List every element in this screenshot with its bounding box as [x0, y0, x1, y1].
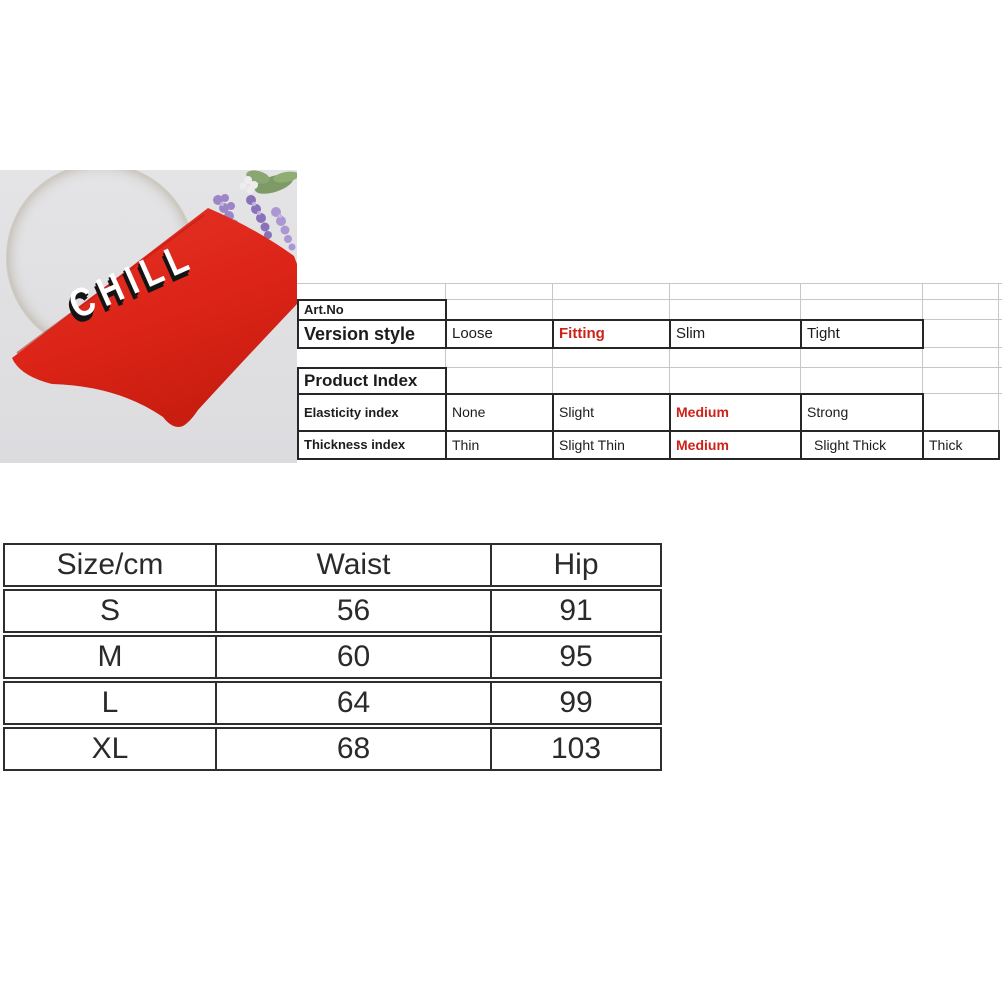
size-row-l: L 64 99: [3, 681, 662, 725]
grid-line: [552, 283, 553, 319]
version-option-loose: Loose: [445, 319, 554, 349]
grid-line: [669, 347, 670, 393]
waist-cell: 64: [217, 683, 492, 723]
grid-line: [447, 367, 1002, 368]
grid-line: [552, 347, 553, 393]
grid-line: [998, 283, 999, 430]
elasticity-label: Elasticity index: [297, 393, 447, 432]
waist-cell: 68: [217, 729, 492, 769]
version-option-fitting-selected: Fitting: [552, 319, 671, 349]
version-option-slim: Slim: [669, 319, 802, 349]
elasticity-option-none: None: [445, 393, 554, 432]
size-chart: Size/cm Waist Hip S 56 91 M 60 95 L 64 9…: [3, 543, 662, 771]
header-waist: Waist: [217, 545, 492, 585]
grid-line: [445, 347, 446, 367]
elasticity-option-strong: Strong: [800, 393, 924, 432]
size-row-m: M 60 95: [3, 635, 662, 679]
thickness-label: Thickness index: [297, 430, 447, 460]
hip-cell: 91: [559, 594, 593, 627]
product-index-label: Product Index: [297, 367, 447, 395]
size-cell: S: [5, 591, 217, 631]
elasticity-option-slight: Slight: [552, 393, 671, 432]
thickness-option-medium-selected: Medium: [669, 430, 802, 460]
spec-sheet: Art.No Version style Loose Fitting Slim …: [297, 283, 1002, 463]
waist-cell: 56: [217, 591, 492, 631]
version-style-label: Version style: [297, 319, 447, 349]
header-hip: Hip: [553, 548, 599, 581]
thickness-option-thin: Thin: [445, 430, 554, 460]
size-row-s: S 56 91: [3, 589, 662, 633]
art-no-cell: Art.No: [297, 299, 447, 321]
thickness-option-slight-thick: Slight Thick: [800, 430, 924, 460]
grid-line: [922, 319, 1002, 320]
thickness-option-thick: Thick: [922, 430, 1000, 460]
grid-line: [447, 299, 1002, 300]
product-photo: CHILL: [0, 170, 297, 463]
grid-line: [445, 283, 446, 299]
elasticity-option-medium-selected: Medium: [669, 393, 802, 432]
hip-cell: 99: [559, 686, 593, 719]
hip-cell: 103: [550, 732, 602, 765]
size-cell: L: [5, 683, 217, 723]
size-row-xl: XL 68 103: [3, 727, 662, 771]
version-option-tight: Tight: [800, 319, 924, 349]
hip-cell: 95: [559, 640, 593, 673]
grid-line: [800, 347, 801, 393]
thickness-option-slight-thin: Slight Thin: [552, 430, 671, 460]
grid-line: [669, 283, 670, 319]
grid-line: [922, 347, 923, 393]
waist-cell: 60: [217, 637, 492, 677]
grid-line: [297, 283, 1002, 284]
header-size: Size/cm: [5, 545, 217, 585]
grid-line: [922, 347, 1002, 348]
size-chart-header-row: Size/cm Waist Hip: [3, 543, 662, 587]
size-cell: M: [5, 637, 217, 677]
red-panty: [12, 208, 297, 427]
grid-line: [922, 393, 1002, 394]
grid-line: [800, 283, 801, 319]
size-cell: XL: [5, 729, 217, 769]
grid-line: [922, 283, 923, 319]
